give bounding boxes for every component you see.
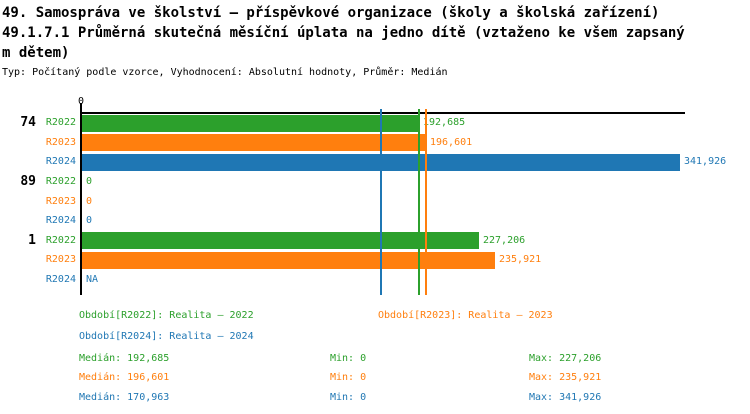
bar-r2022 — [82, 114, 419, 132]
legend-min-r2024: Min: 0 — [330, 391, 367, 403]
bar-value-label: 0 — [86, 195, 93, 207]
row-series-label: R2022 — [45, 176, 76, 187]
report-subtitle-line1: 49.1.7.1 Průměrná skutečná měsíční úplat… — [2, 25, 685, 41]
median-line-r2024 — [380, 109, 382, 295]
legend-max-r2023: Max: 235,921 — [529, 372, 602, 383]
bar-r2022 — [82, 232, 479, 250]
legend-min-r2023: Min: 0 — [330, 372, 367, 383]
bar-r2023 — [82, 251, 495, 269]
report-subtitle: 49.1.7.1 Průměrná skutečná měsíční úplat… — [2, 23, 685, 63]
report-subtitle-line2: m dětem) — [2, 45, 70, 61]
row-series-label: R2024 — [45, 156, 76, 168]
row-series-label: R2023 — [45, 195, 76, 207]
bar-value-label: 235,921 — [499, 254, 542, 266]
bar-value-label: 341,926 — [684, 156, 727, 168]
legend-max-r2022: Max: 227,206 — [529, 352, 602, 364]
row-series-label: R2022 — [45, 117, 76, 129]
row-series-label: R2023 — [45, 136, 76, 148]
median-line-r2022 — [418, 109, 420, 295]
legend-median-r2023: Medián: 196,601 — [79, 372, 170, 383]
row-series-label: R2023 — [45, 254, 76, 266]
bar-value-label: 0 — [86, 215, 93, 227]
group-label: 74 — [20, 115, 36, 131]
legend-period-r2023: Období[R2023]: Realita – 2023 — [378, 310, 553, 321]
legend-period-r2022: Období[R2022]: Realita – 2022 — [79, 310, 254, 321]
legend-min-r2022: Min: 0 — [330, 352, 367, 364]
legend-median-r2024: Medián: 170,963 — [79, 391, 170, 403]
group-label: 89 — [20, 174, 36, 189]
bar-value-label: 227,206 — [483, 234, 526, 246]
row-series-label: R2024 — [45, 274, 76, 285]
row-series-label: R2022 — [45, 234, 76, 246]
legend-max-r2024: Max: 341,926 — [529, 391, 602, 403]
legend-period-r2024: Období[R2024]: Realita – 2024 — [79, 330, 254, 342]
median-line-r2023 — [425, 109, 427, 295]
group-label: 1 — [28, 232, 36, 248]
y-axis-line — [80, 103, 82, 295]
x-axis-line — [80, 112, 685, 114]
row-series-label: R2024 — [45, 215, 76, 227]
report-meta-line: Typ: Počítaný podle vzorce, Vyhodnocení:… — [2, 67, 448, 78]
bar-value-label: 0 — [86, 176, 93, 187]
bar-value-label: NA — [86, 274, 99, 285]
bar-value-label: 196,601 — [430, 136, 473, 148]
report-title: 49. Samospráva ve školství – příspěvkové… — [2, 5, 660, 21]
bar-value-label: 192,685 — [423, 117, 466, 129]
legend-median-r2022: Medián: 192,685 — [79, 352, 170, 364]
axis-zero-tick-label: 0 — [77, 96, 85, 107]
bar-r2023 — [82, 134, 426, 152]
